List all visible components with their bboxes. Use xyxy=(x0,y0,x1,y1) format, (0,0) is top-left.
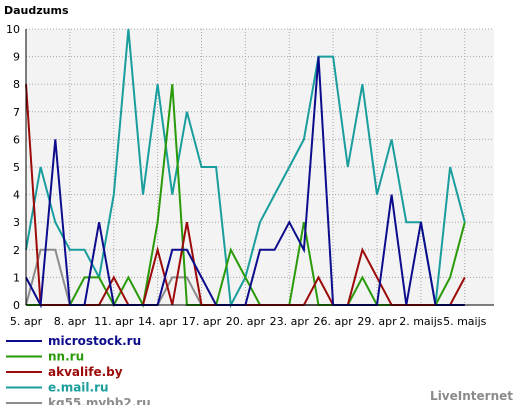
y-tick-label: 0 xyxy=(13,299,20,312)
legend-label: akvalife.by xyxy=(48,365,123,379)
y-axis-label: Daudzums xyxy=(4,4,69,17)
legend-label: e.mail.ru xyxy=(48,381,109,395)
y-tick-label: 1 xyxy=(13,271,20,284)
x-tick-label: 26. apr xyxy=(314,315,354,328)
y-tick-label: 5 xyxy=(13,161,20,174)
y-tick-label: 3 xyxy=(13,216,20,229)
x-tick-label: 11. apr xyxy=(94,315,134,328)
x-tick-label: 5. maijs xyxy=(443,315,487,328)
y-tick-label: 6 xyxy=(13,133,20,146)
y-tick-label: 8 xyxy=(13,78,20,91)
y-tick-label: 2 xyxy=(13,244,20,257)
x-tick-label: 8. apr xyxy=(54,315,87,328)
x-tick-label: 5. apr xyxy=(10,315,43,328)
x-tick-label: 14. apr xyxy=(138,315,178,328)
x-tick-label: 20. apr xyxy=(226,315,266,328)
x-tick-label: 17. apr xyxy=(182,315,222,328)
y-tick-label: 7 xyxy=(13,106,20,119)
legend-label: nn.ru xyxy=(48,350,84,364)
x-tick-label: 29. apr xyxy=(357,315,397,328)
y-tick-label: 4 xyxy=(13,189,20,202)
legend-label: microstock.ru xyxy=(48,334,141,348)
y-tick-label: 9 xyxy=(13,51,20,64)
x-tick-label: 2. maijs xyxy=(399,315,443,328)
credit-label: LiveInternet xyxy=(430,389,513,403)
y-tick-label: 10 xyxy=(6,23,20,36)
x-tick-label: 23. apr xyxy=(270,315,310,328)
legend-label: kg55.mybb2.ru xyxy=(48,396,151,405)
